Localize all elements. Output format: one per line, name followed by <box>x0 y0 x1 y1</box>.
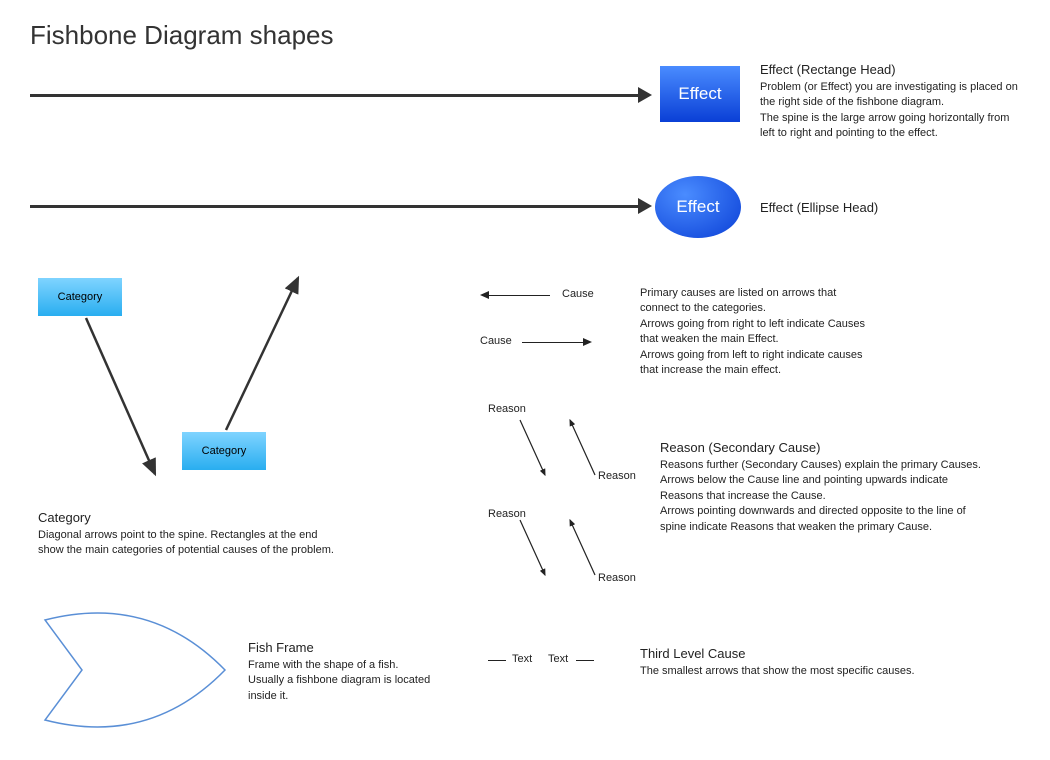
category-title: Category <box>38 510 91 525</box>
third-text-r: Text <box>548 653 568 665</box>
reason-label-3: Reason <box>488 508 526 520</box>
reason-title: Reason (Secondary Cause) <box>660 440 820 455</box>
third-desc: The smallest arrows that show the most s… <box>640 664 1000 679</box>
reason-desc: Reasons further (Secondary Causes) expla… <box>660 458 1030 535</box>
category-box-1: Category <box>38 278 122 316</box>
category-box-2: Category <box>182 432 266 470</box>
effect-rect-title: Effect (Rectange Head) <box>760 62 896 77</box>
effect-rect-desc: Problem (or Effect) you are investigatin… <box>760 80 1040 142</box>
cause-arrow-right <box>522 342 584 343</box>
cause-arrow-left <box>488 295 550 296</box>
cause-label-left: Cause <box>562 288 594 300</box>
spine-rect <box>30 94 640 97</box>
spine-ellipse <box>30 205 640 208</box>
reason-arrows <box>480 400 660 600</box>
category-desc: Diagonal arrows point to the spine. Rect… <box>38 528 388 559</box>
effect-ellipse-title: Effect (Ellipse Head) <box>760 200 878 215</box>
reason-label-1: Reason <box>488 403 526 415</box>
third-arrow-right <box>576 660 594 661</box>
fish-desc: Frame with the shape of a fish. Usually … <box>248 658 478 704</box>
third-title: Third Level Cause <box>640 646 746 661</box>
third-arrow-left <box>488 660 506 661</box>
reason-label-2: Reason <box>598 470 636 482</box>
cause-desc: Primary causes are listed on arrows that… <box>640 286 940 378</box>
effect-ellipse-head: Effect <box>655 176 741 238</box>
effect-rect-head: Effect <box>660 66 740 122</box>
page-title: Fishbone Diagram shapes <box>30 20 334 51</box>
reason-label-4: Reason <box>598 572 636 584</box>
cause-label-right: Cause <box>480 335 512 347</box>
fish-frame <box>20 605 240 745</box>
third-text-l: Text <box>512 653 532 665</box>
fish-title: Fish Frame <box>248 640 314 655</box>
